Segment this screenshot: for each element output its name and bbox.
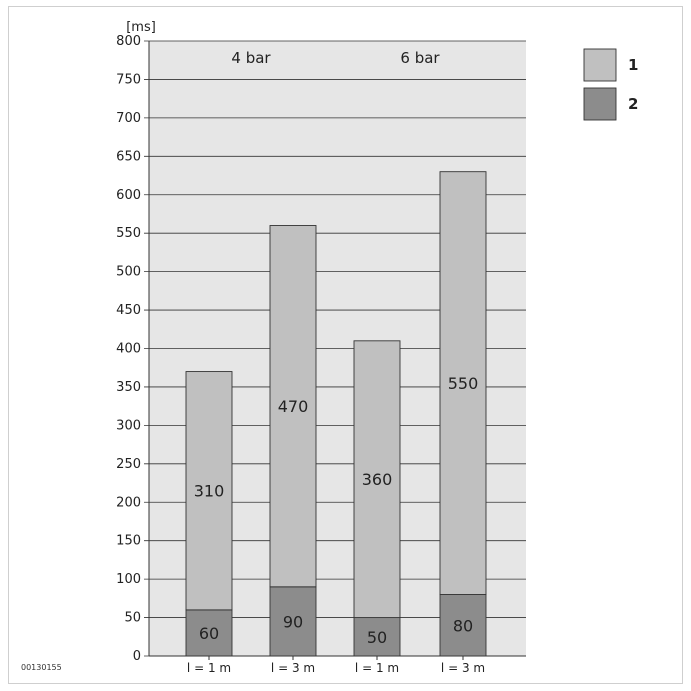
bar-segment-series-1 xyxy=(185,371,233,611)
stacked-bar-chart: 0501001502002503003504004505005506006507… xyxy=(116,20,638,675)
x-tick-label: l = 3 m xyxy=(271,661,315,675)
bar-segment-series-1 xyxy=(353,340,401,619)
y-tick-label: 750 xyxy=(116,72,141,87)
y-tick-label: 650 xyxy=(116,149,141,164)
data-label: 50 xyxy=(367,628,387,647)
bar-segment-series-2 xyxy=(269,586,317,657)
data-label: 470 xyxy=(278,397,309,416)
data-label: 550 xyxy=(448,374,479,393)
group-label: 6 bar xyxy=(400,49,440,67)
y-tick-label: 0 xyxy=(133,649,141,664)
y-tick-label: 800 xyxy=(116,34,141,49)
x-tick-label: l = 1 m xyxy=(355,661,399,675)
y-tick-label: 300 xyxy=(116,418,141,433)
y-tick-label: 400 xyxy=(116,342,141,357)
data-label: 60 xyxy=(199,624,219,643)
document-code: 00130155 xyxy=(21,663,62,672)
x-tick-label: l = 3 m xyxy=(441,661,485,675)
legend-label: 2 xyxy=(628,95,638,113)
data-label: 310 xyxy=(194,482,225,501)
data-label: 80 xyxy=(453,616,473,635)
y-tick-label: 450 xyxy=(116,303,141,318)
y-tick-label: 550 xyxy=(116,226,141,241)
y-tick-label: 150 xyxy=(116,534,141,549)
y-unit-label: [ms] xyxy=(126,20,156,35)
y-tick-label: 250 xyxy=(116,457,141,472)
x-tick-label: l = 1 m xyxy=(187,661,231,675)
data-label: 90 xyxy=(283,612,303,631)
group-label: 4 bar xyxy=(231,49,271,67)
bar-segment-series-1 xyxy=(269,225,317,588)
bar-segment-series-2 xyxy=(439,594,487,657)
y-tick-label: 500 xyxy=(116,265,141,280)
bar-segment-series-1 xyxy=(439,171,487,595)
data-label: 360 xyxy=(362,470,393,489)
y-tick-label: 700 xyxy=(116,111,141,126)
y-tick-label: 350 xyxy=(116,380,141,395)
y-tick-label: 600 xyxy=(116,188,141,203)
y-tick-label: 50 xyxy=(124,611,141,626)
y-tick-label: 100 xyxy=(116,572,141,587)
legend-label: 1 xyxy=(628,56,638,74)
y-tick-label: 200 xyxy=(116,495,141,510)
legend-swatch-1 xyxy=(583,48,617,82)
legend-swatch-2 xyxy=(583,87,617,121)
chart-frame: 0 50 100 150 200 250 300 350 400 450 500 550 600 650 7… xyxy=(8,6,683,684)
